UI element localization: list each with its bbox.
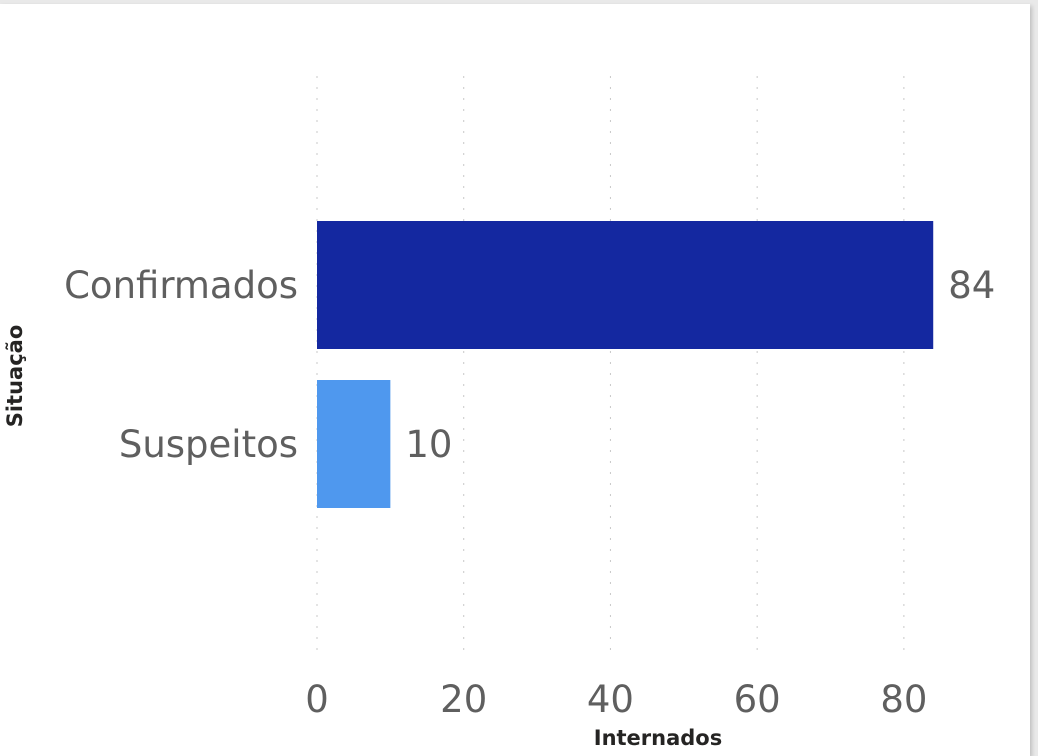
category-label: Confirmados bbox=[64, 264, 298, 307]
y-axis-title: Situação bbox=[3, 325, 27, 428]
bar-chart-visual: 0 20 40 60 80 Confirmados 84 Suspeitos 10 Intern… bbox=[0, 4, 1030, 756]
labels: 0 20 40 60 80 Confirmados 84 Suspeitos 10 bbox=[64, 264, 995, 721]
data-label: 84 bbox=[948, 264, 995, 307]
x-tick-label: 20 bbox=[440, 678, 487, 721]
chart-svg: 0 20 40 60 80 Confirmados 84 Suspeitos 10 Intern… bbox=[3, 76, 995, 750]
bars bbox=[317, 221, 934, 508]
category-label: Suspeitos bbox=[119, 423, 298, 466]
x-tick-label: 80 bbox=[880, 678, 927, 721]
bar-suspeitos[interactable] bbox=[317, 380, 391, 508]
bar-confirmados[interactable] bbox=[317, 221, 934, 349]
x-tick-label: 60 bbox=[734, 678, 781, 721]
data-label: 10 bbox=[405, 423, 452, 466]
gridlines bbox=[316, 76, 905, 659]
x-tick-label: 40 bbox=[587, 678, 634, 721]
x-axis-title: Internados bbox=[594, 726, 722, 750]
x-tick-label: 0 bbox=[305, 678, 329, 721]
